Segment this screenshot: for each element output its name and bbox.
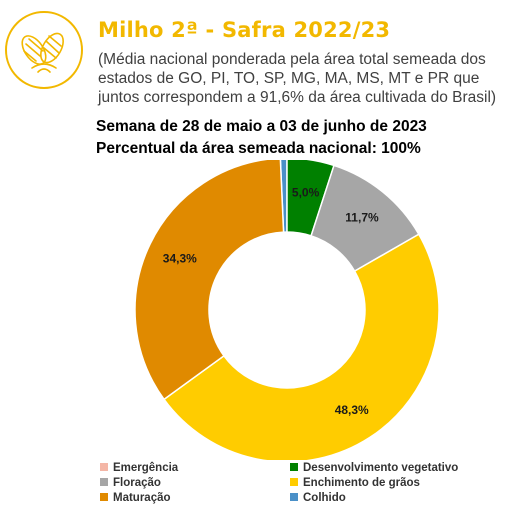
legend-label: Emergência [113, 462, 179, 474]
legend-swatch [100, 463, 108, 471]
donut-chart: 5,0% 11,7% 48,3% 34,3% [134, 160, 440, 460]
legend-item: Desenvolvimento vegetativo [290, 462, 458, 474]
corn-logo [5, 11, 83, 89]
legend-label: Desenvolvimento vegetativo [303, 462, 459, 474]
legend-item: Emergência [100, 462, 178, 474]
legend-label: Floração [113, 477, 161, 489]
legend-swatch [290, 463, 298, 471]
legend-swatch [290, 478, 298, 486]
legend-label: Maturação [113, 492, 171, 504]
legend-item: Floração [100, 477, 161, 489]
percent-sown-label: Percentual da área semeada nacional: 100… [96, 140, 421, 157]
legend-label: Enchimento de grãos [303, 477, 420, 489]
data-label: 34,3% [163, 251, 197, 265]
legend-swatch [100, 493, 108, 501]
chart-subtitle: (Média nacional ponderada pela área tota… [98, 51, 497, 106]
legend-swatch [100, 478, 108, 486]
slice-matura-o [134, 160, 285, 401]
legend-item: Enchimento de grãos [290, 477, 420, 489]
week-label: Semana de 28 de maio a 03 de junho de 20… [96, 118, 427, 135]
chart-title: Milho 2ª - Safra 2022/23 [98, 18, 391, 42]
data-label: 5,0% [292, 185, 320, 199]
legend-item: Colhido [290, 492, 346, 504]
legend-label: Colhido [303, 492, 346, 504]
data-label: 48,3% [335, 403, 369, 417]
legend-item: Maturação [100, 492, 171, 504]
slice-enchimento-de-gr-os [162, 233, 440, 460]
legend-swatch [290, 493, 298, 501]
data-label: 11,7% [345, 211, 379, 225]
